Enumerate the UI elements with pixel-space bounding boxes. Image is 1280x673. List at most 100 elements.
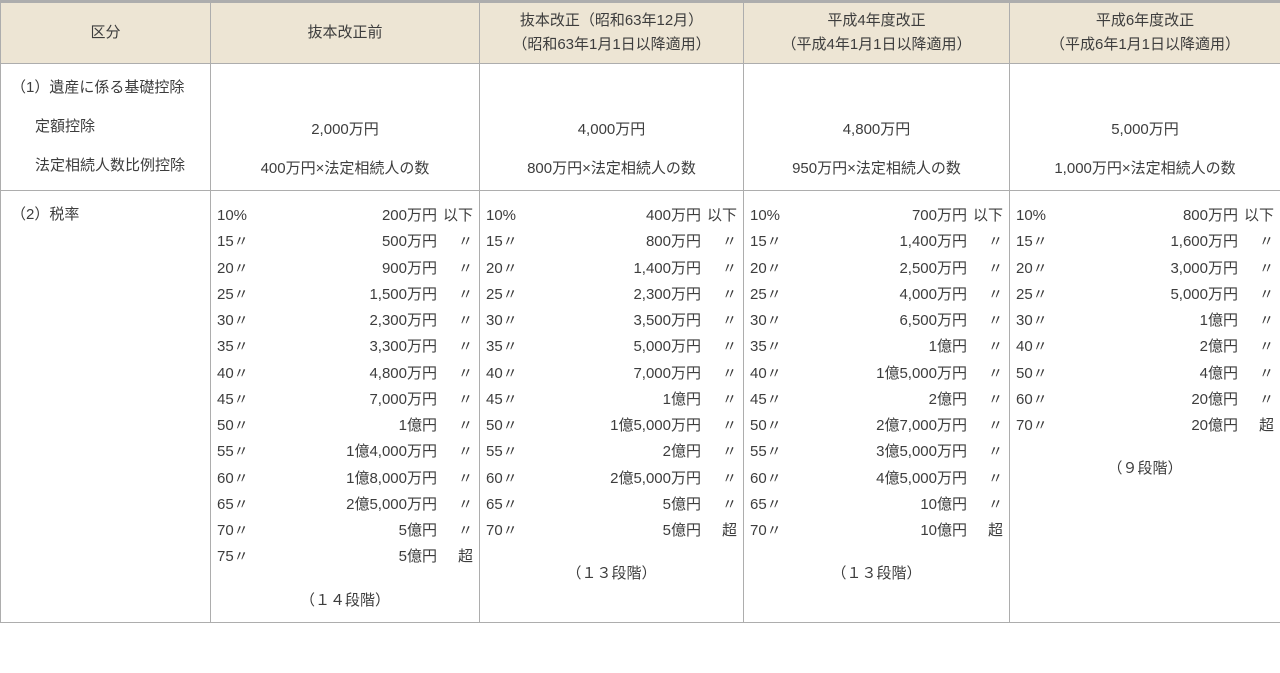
rate-threshold: 900万円 [265,256,439,282]
rate-percent: 60〃 [1016,387,1064,413]
rate-row: 60〃20億円〃 [1016,387,1274,413]
rate-percent: 55〃 [486,439,534,465]
rate-row: 25〃5,000万円〃 [1016,282,1274,308]
rate-threshold: 1億円 [534,387,703,413]
row1-prop-c2: 800万円×法定相続人の数 [490,157,733,178]
col-header-s63-l1: 抜本改正（昭和63年12月） [520,12,703,29]
rate-suffix: 〃 [969,282,1003,308]
rate-row: 60〃2億5,000万円〃 [486,466,737,492]
rate-threshold: 1,600万円 [1064,229,1240,255]
rate-percent: 10% [1016,203,1064,229]
rate-percent: 35〃 [486,334,534,360]
row1-cell-c1: 2,000万円 400万円×法定相続人の数 [211,64,480,191]
col-header-h4: 平成4年度改正 （平成4年1月1日以降適用） [744,2,1010,64]
rate-percent: 50〃 [217,413,265,439]
rate-percent: 55〃 [217,439,265,465]
rate-percent: 70〃 [486,518,534,544]
rate-threshold: 5億円 [534,492,703,518]
rate-row: 30〃3,500万円〃 [486,308,737,334]
rate-suffix: 超 [1240,413,1274,439]
rate-threshold: 5,000万円 [534,334,703,360]
rate-threshold: 2億7,000万円 [798,413,969,439]
rate-suffix: 〃 [969,492,1003,518]
rate-row: 65〃10億円〃 [750,492,1003,518]
rate-suffix: 超 [439,544,473,570]
rate-percent: 45〃 [217,387,265,413]
rate-suffix: 〃 [703,308,737,334]
rate-percent: 20〃 [217,256,265,282]
col-header-before: 抜本改正前 [211,2,480,64]
rate-threshold: 3,500万円 [534,308,703,334]
rate-row: 25〃4,000万円〃 [750,282,1003,308]
rate-threshold: 1,400万円 [534,256,703,282]
col-header-h4-l1: 平成4年度改正 [827,12,925,29]
rate-threshold: 4,800万円 [265,361,439,387]
rate-threshold: 1億5,000万円 [534,413,703,439]
col-header-h6-l2: （平成6年1月1日以降適用） [1050,36,1240,53]
row2-label: （2）税率 [1,191,211,623]
rate-threshold: 1億円 [265,413,439,439]
rate-row: 40〃2億円〃 [1016,334,1274,360]
rate-row: 10%800万円以下 [1016,203,1274,229]
rate-threshold: 1億8,000万円 [265,466,439,492]
row1-fixed-c1: 2,000万円 [221,118,469,139]
rate-threshold: 1,500万円 [265,282,439,308]
rate-row: 60〃4億5,000万円〃 [750,466,1003,492]
rate-percent: 15〃 [750,229,798,255]
rate-percent: 25〃 [750,282,798,308]
rate-row: 60〃1億8,000万円〃 [217,466,473,492]
rate-row: 40〃1億5,000万円〃 [750,361,1003,387]
rate-suffix: 〃 [1240,229,1274,255]
rate-percent: 20〃 [486,256,534,282]
rate-row: 15〃800万円〃 [486,229,737,255]
rate-percent: 60〃 [750,466,798,492]
rate-percent: 60〃 [217,466,265,492]
rate-suffix: 以下 [439,203,473,229]
rate-percent: 15〃 [1016,229,1064,255]
rate-suffix: 超 [703,518,737,544]
rate-threshold: 10億円 [798,492,969,518]
rate-row: 45〃2億円〃 [750,387,1003,413]
rate-row: 20〃1,400万円〃 [486,256,737,282]
rate-suffix: 〃 [1240,308,1274,334]
row2-cell-c2: 10%400万円以下15〃800万円〃20〃1,400万円〃25〃2,300万円… [480,191,744,623]
row1-prop-c3: 950万円×法定相続人の数 [754,157,999,178]
row1-prop-c4: 1,000万円×法定相続人の数 [1020,157,1270,178]
rate-suffix: 〃 [439,361,473,387]
col-header-h4-l2: （平成4年1月1日以降適用） [781,36,971,53]
rate-row: 75〃5億円超 [217,544,473,570]
rate-suffix: 〃 [969,439,1003,465]
rate-threshold: 200万円 [265,203,439,229]
rate-threshold: 400万円 [534,203,703,229]
rate-percent: 10% [217,203,265,229]
row2-cell-c3: 10%700万円以下15〃1,400万円〃20〃2,500万円〃25〃4,000… [744,191,1010,623]
rate-suffix: 〃 [969,256,1003,282]
row1-section: （1）遺産に係る基礎控除 [11,76,204,97]
rate-block-c2: 10%400万円以下15〃800万円〃20〃1,400万円〃25〃2,300万円… [486,203,737,544]
col-header-h6-l1: 平成6年度改正 [1096,12,1194,29]
rate-suffix: 〃 [1240,334,1274,360]
rate-row: 30〃2,300万円〃 [217,308,473,334]
row1-prop-c1: 400万円×法定相続人の数 [221,157,469,178]
rate-percent: 65〃 [217,492,265,518]
row1-sub1: 定額控除 [11,115,204,136]
row1-fixed-c3: 4,800万円 [754,118,999,139]
rate-suffix: 〃 [969,308,1003,334]
rate-threshold: 500万円 [265,229,439,255]
rate-threshold: 800万円 [534,229,703,255]
rate-row: 45〃1億円〃 [486,387,737,413]
rate-suffix: 超 [969,518,1003,544]
rate-percent: 45〃 [750,387,798,413]
rate-threshold: 1億5,000万円 [798,361,969,387]
rate-percent: 45〃 [486,387,534,413]
rate-threshold: 1億円 [1064,308,1240,334]
rate-row: 15〃1,600万円〃 [1016,229,1274,255]
rate-threshold: 2億円 [798,387,969,413]
row1-cell-c3: 4,800万円 950万円×法定相続人の数 [744,64,1010,191]
row2-cell-c4: 10%800万円以下15〃1,600万円〃20〃3,000万円〃25〃5,000… [1010,191,1280,623]
rate-threshold: 5億円 [265,518,439,544]
rate-suffix: 〃 [439,229,473,255]
rate-threshold: 4億円 [1064,361,1240,387]
rate-row: 40〃7,000万円〃 [486,361,737,387]
row1-sub2: 法定相続人数比例控除 [11,154,204,175]
